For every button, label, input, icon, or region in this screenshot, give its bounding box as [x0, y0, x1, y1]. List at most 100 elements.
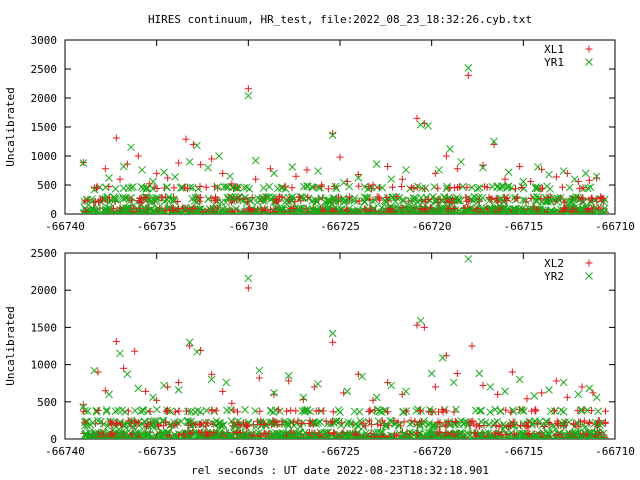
noise-point-green	[469, 196, 477, 205]
noise-point-green	[511, 205, 520, 213]
noise-point-red	[365, 182, 373, 190]
noise-point-green	[565, 183, 574, 192]
noise-point-green	[571, 194, 580, 203]
data-point-xl1	[134, 152, 142, 160]
noise-point-red	[523, 422, 531, 430]
data-point-yr1	[545, 170, 553, 179]
noise-point-green	[586, 183, 595, 192]
noise-point-red	[544, 193, 552, 201]
noise-point-green	[202, 406, 211, 415]
data-point-yr2	[515, 375, 524, 384]
noise-point-red	[442, 407, 450, 415]
data-point-xl1	[219, 169, 227, 177]
data-point-xl2	[142, 387, 150, 395]
data-point-xl1	[182, 135, 190, 143]
data-point-xl1	[228, 180, 236, 188]
noise-point-green	[111, 407, 120, 416]
y-tick-label: 1500	[31, 121, 58, 134]
noise-point-red	[454, 184, 462, 192]
noise-point-green	[568, 196, 576, 205]
noise-point-green	[228, 183, 237, 192]
data-point-xl1	[175, 159, 183, 167]
data-point-xl1	[208, 155, 216, 163]
noise-band	[79, 182, 609, 214]
noise-point-green	[184, 416, 192, 425]
data-point-yr2	[149, 393, 157, 402]
noise-point-green	[159, 416, 168, 425]
noise-point-red	[211, 193, 219, 201]
data-point-xl1	[453, 165, 461, 173]
noise-point-green	[196, 408, 205, 416]
data-point-yr1	[149, 177, 157, 186]
noise-point-green	[224, 194, 233, 202]
noise-point-green	[120, 422, 129, 430]
data-point-yr2	[328, 329, 337, 338]
noise-point-green	[297, 204, 306, 213]
data-point-yr1	[314, 167, 322, 175]
noise-point-red	[233, 408, 241, 416]
noise-point-red	[235, 421, 243, 429]
noise-point-red	[398, 183, 406, 191]
noise-point-green	[88, 197, 96, 206]
noise-point-green	[491, 405, 499, 414]
noise-point-green	[138, 431, 147, 439]
data-point-yr2	[559, 378, 568, 387]
noise-point-green	[416, 420, 424, 429]
data-point-xl1	[354, 171, 362, 179]
noise-point-green	[323, 197, 331, 205]
data-point-yr1	[372, 160, 381, 168]
data-point-yr2	[372, 393, 381, 402]
noise-point-red	[492, 422, 500, 430]
noise-point-green	[133, 205, 142, 213]
noise-point-red	[455, 183, 463, 191]
noise-point-green	[406, 196, 414, 205]
noise-point-red	[202, 183, 210, 191]
data-point-yr1	[581, 169, 590, 178]
noise-point-green	[593, 422, 602, 430]
data-point-xl1	[552, 173, 560, 181]
x-tick-label: -66725	[320, 445, 360, 458]
noise-point-green	[265, 182, 274, 191]
data-point-xl2	[420, 323, 428, 331]
noise-point-green	[236, 419, 245, 427]
noise-point-green	[381, 422, 390, 431]
noise-point-red	[318, 433, 326, 439]
data-point-yr2	[530, 391, 539, 400]
noise-point-green	[325, 196, 333, 205]
x-tick-label: -66710	[595, 445, 635, 458]
noise-point-green	[388, 417, 397, 426]
noise-point-green	[294, 205, 303, 213]
noise-point-green	[102, 407, 111, 416]
noise-point-red	[518, 184, 526, 192]
legend-label-xl1: XL1	[544, 43, 564, 56]
data-point-yr2	[222, 378, 231, 387]
panel-bottom-ylabel: Uncalibrated	[4, 306, 17, 385]
noise-point-green	[399, 430, 408, 438]
noise-point-green	[557, 406, 566, 415]
noise-point-green	[568, 195, 577, 203]
noise-point-green	[316, 418, 325, 426]
data-point-yr2	[402, 387, 410, 396]
noise-point-green	[399, 196, 408, 205]
noise-point-red	[307, 420, 315, 428]
noise-point-green	[164, 428, 173, 437]
noise-point-green	[445, 193, 453, 202]
noise-point-red	[305, 420, 313, 428]
noise-point-red	[272, 198, 280, 206]
data-point-xl2	[131, 347, 139, 355]
noise-point-green	[301, 406, 309, 415]
noise-point-green	[394, 204, 403, 212]
noise-point-green	[422, 430, 430, 439]
noise-point-green	[88, 195, 96, 204]
noise-point-green	[533, 184, 542, 193]
data-point-yr1	[534, 163, 542, 171]
data-point-yr2	[387, 381, 396, 390]
data-point-xl2	[578, 383, 586, 391]
noise-point-green	[519, 184, 528, 193]
panel-top-points	[79, 63, 609, 214]
noise-point-green	[235, 433, 244, 439]
noise-point-red	[407, 183, 415, 191]
noise-point-green	[251, 407, 260, 415]
noise-point-green	[409, 197, 418, 205]
data-point-xl2	[494, 390, 502, 398]
